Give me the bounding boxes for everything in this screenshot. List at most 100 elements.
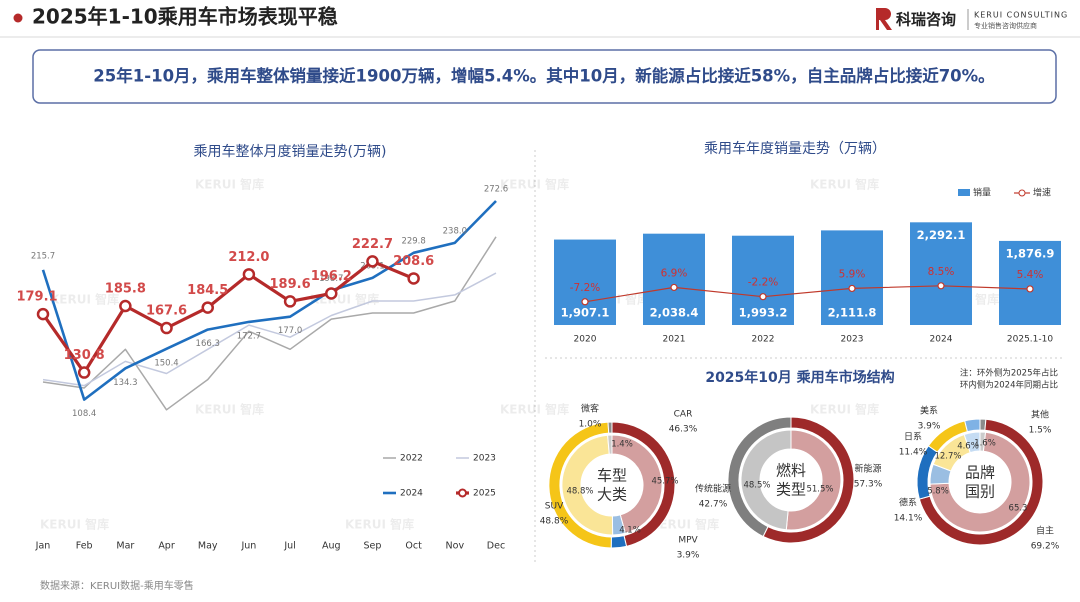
point-marker [201,301,214,314]
donut-slice [727,416,792,538]
category-label: MPV [678,536,698,546]
data-label: 179.1 [16,290,57,305]
series-line [42,236,497,411]
legend-label: 2023 [473,454,496,464]
data-label: 167.6 [146,304,187,319]
data-label: 150.4 [154,358,178,368]
point-marker [366,255,379,268]
category-label: 新能源 [854,463,881,475]
growth-marker [1026,285,1034,293]
watermark: KERUI 智库 [195,402,264,417]
donut-slice [964,418,981,433]
outer-value-label: 57.3% [854,480,883,490]
outer-value-label: 3.9% [918,422,941,432]
donut-slice [929,431,1031,533]
x-tick-label: Sep [364,541,382,552]
category-label: 美系 [920,405,938,417]
point-marker [407,272,420,285]
data-label: 166.3 [196,339,220,349]
outer-value-label: 11.4% [899,448,928,458]
category-label: 其他 [1031,409,1049,421]
bar [821,230,883,325]
watermark: KERUI 智库 [810,177,879,192]
title-bullet [13,13,23,23]
watermark: KERUI 智库 [810,402,879,417]
growth-label: 5.4% [1017,269,1044,281]
outer-value-label: 46.3% [669,425,698,435]
inner-value-label: 65.3 [1009,504,1028,514]
bar [999,240,1061,325]
x-tick-label: Aug [322,541,341,552]
x-tick-label: Feb [76,541,93,552]
data-label: 134.3 [113,378,137,388]
data-label: 272.6 [484,185,508,195]
donut-center-label: 类型 [776,481,806,499]
donut-slice [607,421,613,434]
data-label: 130.8 [64,348,105,363]
donut-center-label: 车型 [597,467,627,485]
bar [732,235,794,325]
outer-value-label: 3.9% [677,551,700,561]
legend-swatch [958,189,970,196]
data-label: 196.2 [311,269,352,284]
inner-value-label: 4.1% [619,526,641,536]
structure-note: 注：环外侧为2025年占比 [960,368,1058,379]
donut-slice [610,534,628,549]
bar-label: 2,038.4 [650,306,699,320]
watermark: KERUI 智库 [40,517,109,532]
x-tick-label: Jan [35,541,51,552]
data-label: 222.7 [352,237,393,252]
donut-center-label: 品牌 [965,464,995,482]
data-label: 208.6 [393,254,434,269]
x-tick-label: 2024 [930,335,953,345]
data-label: 212.0 [228,250,269,265]
inner-value-label: 1.4% [611,440,633,450]
watermark: KERUI 智库 [345,517,414,532]
inner-value-label: 5.8% [927,487,949,497]
legend-marker [458,488,467,498]
bar [554,239,616,325]
x-tick-label: 2020 [574,335,597,345]
inner-value-label: 1.6% [974,439,996,449]
category-label: CAR [674,410,693,420]
watermark: KERUI 智库 [310,292,379,307]
structure-note: 环内侧为2024年同期占比 [960,380,1058,391]
x-tick-label: May [198,541,218,552]
watermark: KERUI 智库 [500,402,569,417]
outer-value-label: 69.2% [1031,542,1060,552]
bar-label: 1,907.1 [561,306,610,320]
donut-center-label: 国别 [965,483,995,501]
donut-slice [740,429,792,531]
bar-label: 2,292.1 [917,228,966,242]
structure-title: 2025年10月 乘用车市场结构 [705,369,894,386]
legend-marker [1018,189,1026,197]
data-label: 177.0 [278,326,302,336]
logo-mark [876,8,892,30]
bar-label: 1,993.2 [739,306,788,320]
outer-value-label: 42.7% [699,500,728,510]
x-tick-label: 2021 [663,335,686,345]
point-marker [160,321,173,335]
inner-value-label: 48.5% [743,481,770,491]
growth-marker [759,293,767,301]
legend-label: 2024 [400,489,423,499]
legend-label: 2022 [400,454,423,464]
growth-marker [937,282,945,290]
outer-value-label: 1.0% [579,420,602,430]
series-line [42,272,497,387]
bar [910,222,972,325]
logo-name: 科瑞咨询 [896,11,956,29]
growth-marker [581,298,589,306]
watermark: KERUI 智库 [50,292,119,307]
donut-center-label: 燃料 [776,462,806,480]
x-tick-label: 2022 [752,335,775,345]
inner-value-label: 45.7% [651,477,678,487]
category-label: 德系 [899,497,917,509]
category-label: 微客 [581,403,599,415]
point-marker [283,295,297,308]
source-note: 数据来源：KERUI数据-乘用车零售 [40,579,194,592]
donut-hole [582,455,642,515]
x-tick-label: Mar [116,541,134,552]
